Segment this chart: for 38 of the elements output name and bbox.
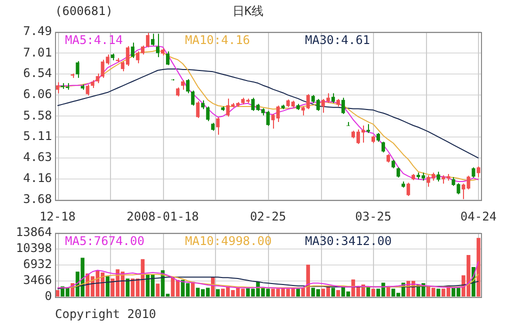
- x-tick-label: 02-25: [250, 209, 286, 224]
- text: MA5:7674.00: [65, 234, 144, 248]
- chart-subtitle: (600681): [55, 4, 113, 18]
- text: MA30:4.61: [305, 33, 370, 48]
- bar: [296, 288, 300, 296]
- bar: [156, 284, 160, 296]
- x-tick-label: 2008-01-18: [126, 209, 199, 224]
- bar: [331, 288, 336, 296]
- bar: [436, 288, 440, 296]
- text: MA30:3412.00: [305, 234, 392, 248]
- y-tick-label: 4.16: [23, 170, 52, 185]
- x-tick-label: 03-25: [355, 209, 392, 224]
- bar: [216, 289, 220, 296]
- y-tick-label: 6.54: [23, 66, 52, 80]
- bar: [336, 290, 340, 296]
- y-tick-label: 10398: [16, 241, 52, 256]
- y-tick-label: 4.63: [23, 150, 52, 164]
- y-tick-label: 6.06: [23, 87, 52, 102]
- bar: [476, 238, 480, 296]
- text: MA10:4998.00: [185, 234, 272, 248]
- y-tick-label: 6932: [23, 257, 52, 272]
- bar: [56, 290, 60, 296]
- series-label: MA10:4.16: [185, 33, 250, 48]
- x-tick-label: 12-18: [39, 209, 76, 224]
- y-tick-label: 5.11: [23, 129, 52, 144]
- y-tick-label: 3466: [23, 273, 52, 288]
- y-tick-label: 13864: [16, 225, 52, 240]
- y-tick-label: 0: [44, 289, 52, 304]
- chart-title: 日K线: [232, 4, 264, 18]
- x-tick-label: 04-24: [460, 209, 497, 224]
- y-tick-label: 7.49: [23, 24, 52, 38]
- y-tick-label: 3.68: [23, 192, 52, 206]
- text: Copyright 2010: [55, 307, 156, 322]
- bar: [371, 288, 376, 296]
- series-label: MA5:4.14: [65, 33, 123, 48]
- y-tick-label: 5.58: [23, 108, 52, 122]
- y-tick-label: 7.01: [23, 45, 52, 60]
- bar: [106, 276, 110, 296]
